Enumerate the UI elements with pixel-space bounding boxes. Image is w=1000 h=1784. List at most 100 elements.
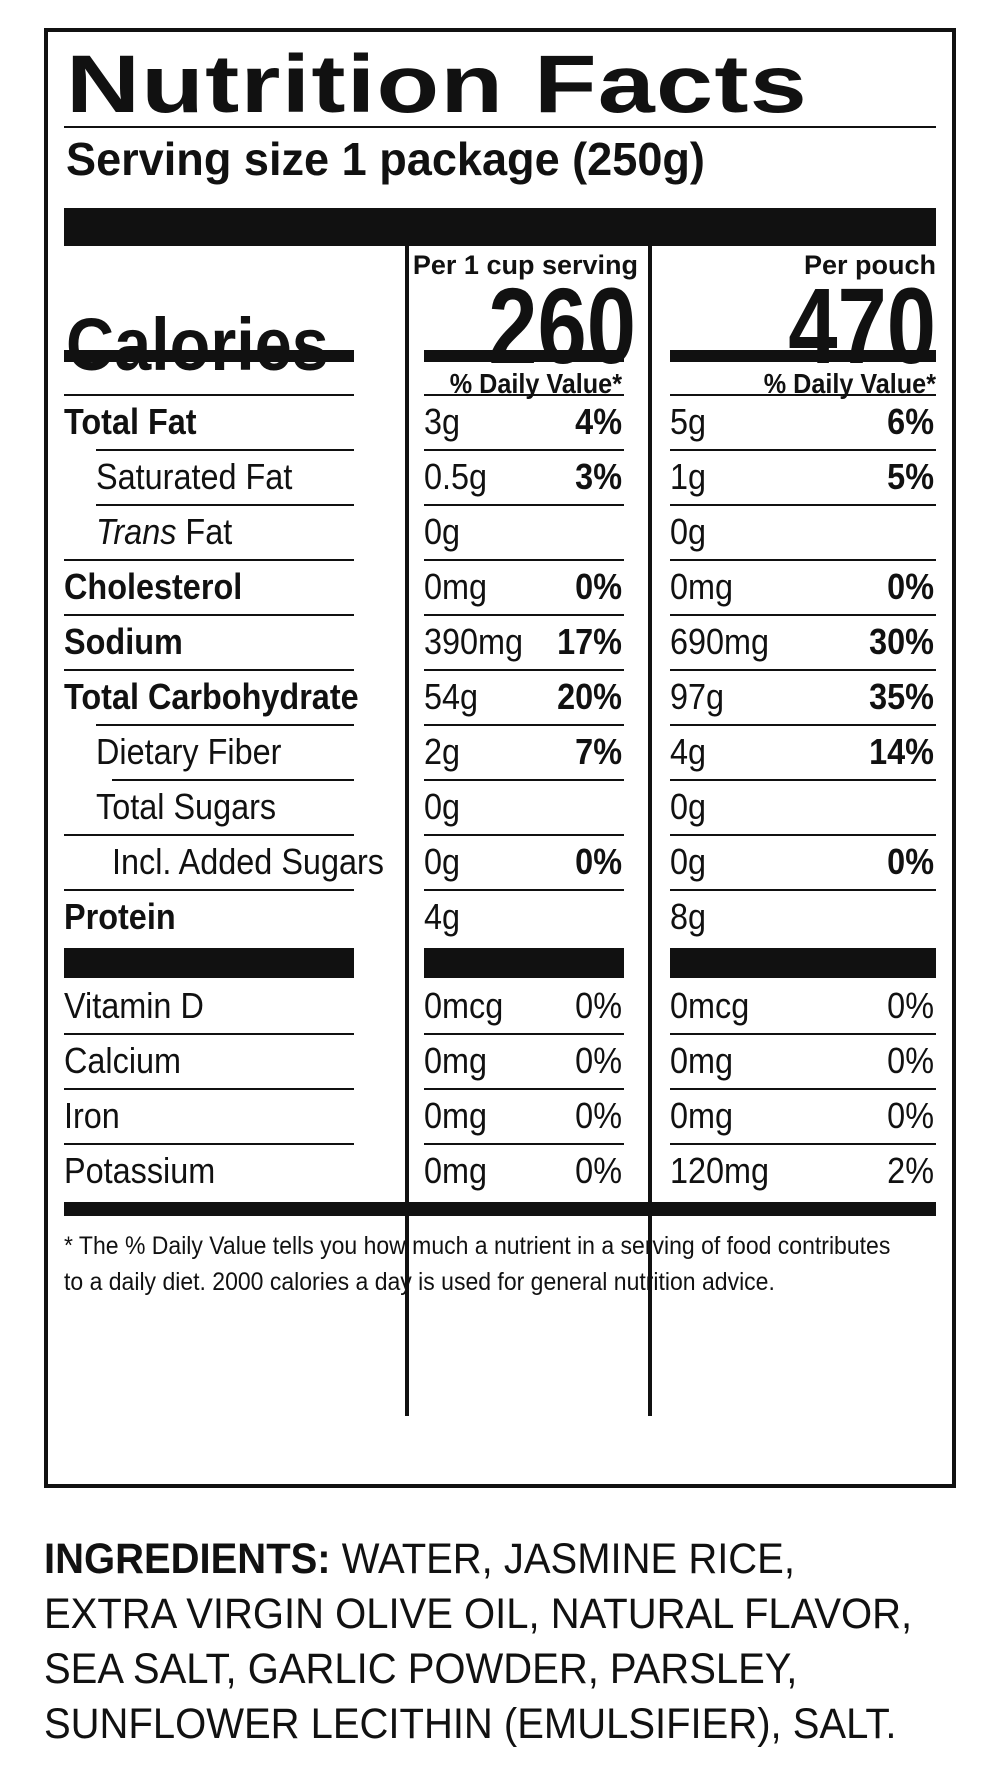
nutrients-amount-serving-7: 0g — [424, 786, 461, 827]
vitamins-name-1: Calcium — [64, 1040, 182, 1081]
nutrients-dv-serving-1: 3% — [575, 456, 622, 497]
nutrients-row-line-col1 — [424, 449, 624, 451]
vitamins-amount-serving-2: 0mg — [424, 1095, 488, 1136]
calories-bar-3 — [670, 350, 936, 362]
nutrients-amount-serving-8: 0g — [424, 841, 461, 882]
vitamins-dv-serving-1: 0% — [575, 1040, 622, 1081]
calories-bar-1 — [64, 350, 354, 362]
vitamins-dv-pouch-0: 0% — [887, 985, 934, 1026]
nutrients-name-8: Incl. Added Sugars — [112, 841, 384, 882]
vitamins-name-2: Iron — [64, 1095, 120, 1136]
vitamins-dv-serving-0: 0% — [575, 985, 622, 1026]
vitamins-row-line-col1 — [424, 1143, 624, 1145]
ingredients-text: WATER, JASMINE RICE, EXTRA VIRGIN OLIVE … — [44, 1535, 913, 1748]
nutrients-amount-pouch-6: 4g — [670, 731, 707, 772]
nutrients-amount-serving-6: 2g — [424, 731, 461, 772]
nutrients-row-line-col2 — [670, 559, 936, 561]
nutrients-dv-serving-4: 17% — [557, 621, 622, 662]
nutrients-row-line-name — [64, 889, 354, 891]
nutrients-row-line-col2 — [670, 449, 936, 451]
nutrients-amount-serving-9: 4g — [424, 896, 461, 937]
nutrients-row-line-col2 — [670, 779, 936, 781]
nutrients-row-line-name — [64, 394, 354, 396]
column-divider-2 — [648, 246, 652, 1416]
nutrients-row-line-name — [64, 669, 354, 671]
vitamins-amount-serving-0: 0mcg — [424, 985, 504, 1026]
nutrients-dv-pouch-3: 0% — [887, 566, 934, 607]
daily-value-header-serving: % Daily Value* — [449, 368, 622, 399]
nutrition-facts-panel: Nutrition Facts Serving size 1 package (… — [44, 28, 956, 1488]
nutrients-row-line-name — [96, 724, 354, 726]
nutrients-name-5: Total Carbohydrate — [64, 676, 359, 717]
nutrients-dv-pouch-5: 35% — [869, 676, 934, 717]
vitamins-name-3: Potassium — [64, 1150, 216, 1191]
vitamins-row-line-name — [64, 1088, 354, 1090]
serving-size: Serving size 1 package (250g) — [66, 133, 705, 185]
vitamins-dv-serving-2: 0% — [575, 1095, 622, 1136]
vitamins-amount-pouch-1: 0mg — [670, 1040, 734, 1081]
nutrients-dv-serving-3: 0% — [575, 566, 622, 607]
nutrients-row-line-name — [96, 504, 354, 506]
thick-divider-top — [64, 208, 936, 246]
nutrients-row-line-name — [64, 559, 354, 561]
footnote-line-1: * The % Daily Value tells you how much a… — [64, 1232, 891, 1260]
title-divider — [64, 126, 936, 128]
nutrients-row-line-col1 — [424, 834, 624, 836]
nutrients-amount-pouch-8: 0g — [670, 841, 707, 882]
nutrients-amount-pouch-4: 690mg — [670, 621, 770, 662]
nutrition-facts-title: Nutrition Facts — [66, 39, 808, 130]
nutrients-name-7: Total Sugars — [96, 786, 277, 827]
nutrients-dv-serving-8: 0% — [575, 841, 622, 882]
nutrients-row-line-name — [64, 614, 354, 616]
nutrients-row-line-col1 — [424, 559, 624, 561]
vitamins-row-line-col2 — [670, 1143, 936, 1145]
vitamins-row-line-col1 — [424, 1088, 624, 1090]
nutrients-row-line-name — [64, 834, 354, 836]
nutrients-amount-serving-2: 0g — [424, 511, 461, 552]
vitamins-row-line-col1 — [424, 1033, 624, 1035]
nutrients-row-line-name — [112, 779, 354, 781]
vitamins-dv-pouch-1: 0% — [887, 1040, 934, 1081]
nutrients-amount-serving-3: 0mg — [424, 566, 488, 607]
column-divider-1 — [405, 246, 409, 1416]
nutrients-dv-pouch-1: 5% — [887, 456, 934, 497]
nutrients-name-4: Sodium — [64, 621, 183, 662]
nutrients-name-3: Cholesterol — [64, 566, 243, 607]
vitamins-dv-serving-3: 0% — [575, 1150, 622, 1191]
column-header-pouch: Per pouch — [803, 250, 936, 280]
nutrients-amount-pouch-7: 0g — [670, 786, 707, 827]
nutrients-row-line-col1 — [424, 394, 624, 396]
vitamins-amount-serving-3: 0mg — [424, 1150, 488, 1191]
nutrients-name-italic-2: Trans — [96, 511, 177, 552]
vitamins-divider-bar-1 — [424, 948, 624, 978]
nutrients-amount-serving-5: 54g — [424, 676, 479, 717]
nutrients-name-rest-2: Fat — [176, 511, 233, 552]
ingredients-statement: INGREDIENTS: WATER, JASMINE RICE, EXTRA … — [44, 1532, 914, 1752]
nutrients-row-line-col1 — [424, 724, 624, 726]
nutrients-row-line-col2 — [670, 394, 936, 396]
daily-value-header-pouch: % Daily Value* — [763, 368, 936, 399]
nutrients-amount-pouch-0: 5g — [670, 401, 707, 442]
vitamins-dv-pouch-2: 0% — [887, 1095, 934, 1136]
nutrients-row-line-col2 — [670, 614, 936, 616]
vitamins-divider-bar-0 — [64, 948, 354, 978]
ingredients-label: INGREDIENTS: — [44, 1535, 331, 1583]
nutrients-amount-pouch-2: 0g — [670, 511, 707, 552]
nutrients-amount-pouch-3: 0mg — [670, 566, 734, 607]
nutrients-amount-pouch-9: 8g — [670, 896, 707, 937]
nutrients-amount-serving-4: 390mg — [424, 621, 524, 662]
nutrients-amount-serving-1: 0.5g — [424, 456, 488, 497]
vitamins-name-0: Vitamin D — [64, 985, 204, 1026]
nutrients-dv-serving-0: 4% — [575, 401, 622, 442]
nutrients-dv-pouch-8: 0% — [887, 841, 934, 882]
calories-serving: 260 — [488, 265, 636, 386]
thick-divider-bottom — [64, 1202, 936, 1216]
nutrients-dv-pouch-6: 14% — [869, 731, 934, 772]
nutrients-amount-pouch-5: 97g — [670, 676, 725, 717]
nutrients-amount-pouch-1: 1g — [670, 456, 707, 497]
nutrients-row-line-col2 — [670, 724, 936, 726]
nutrients-row-line-col1 — [424, 779, 624, 781]
vitamins-row-line-name — [64, 1143, 354, 1145]
nutrients-row-line-col1 — [424, 669, 624, 671]
vitamins-amount-pouch-0: 0mcg — [670, 985, 750, 1026]
